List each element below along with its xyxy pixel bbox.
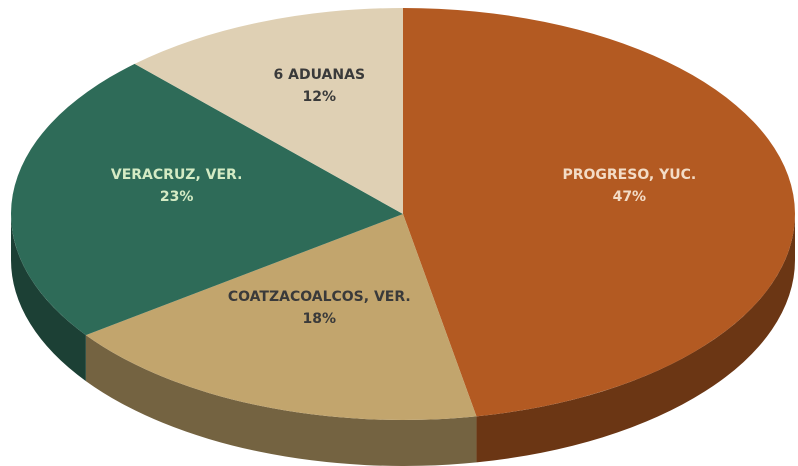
slice-label: COATZACOALCOS, VER. xyxy=(228,289,411,305)
slice-label: PROGRESO, YUC. xyxy=(562,167,696,183)
slice xyxy=(134,8,403,214)
slice-value-label: 23% xyxy=(160,189,194,205)
slice xyxy=(85,214,477,420)
slice-label: 6 ADUANAS xyxy=(274,67,365,83)
slice-value-label: 12% xyxy=(303,89,337,105)
slice-side xyxy=(476,214,795,463)
slice xyxy=(403,8,796,417)
slice-value-label: 47% xyxy=(613,189,647,205)
slice-value-label: 18% xyxy=(303,311,337,327)
slice-side xyxy=(85,335,477,466)
slice-label: VERACRUZ, VER. xyxy=(111,167,243,183)
slice xyxy=(10,63,404,336)
slice-side xyxy=(11,214,86,382)
